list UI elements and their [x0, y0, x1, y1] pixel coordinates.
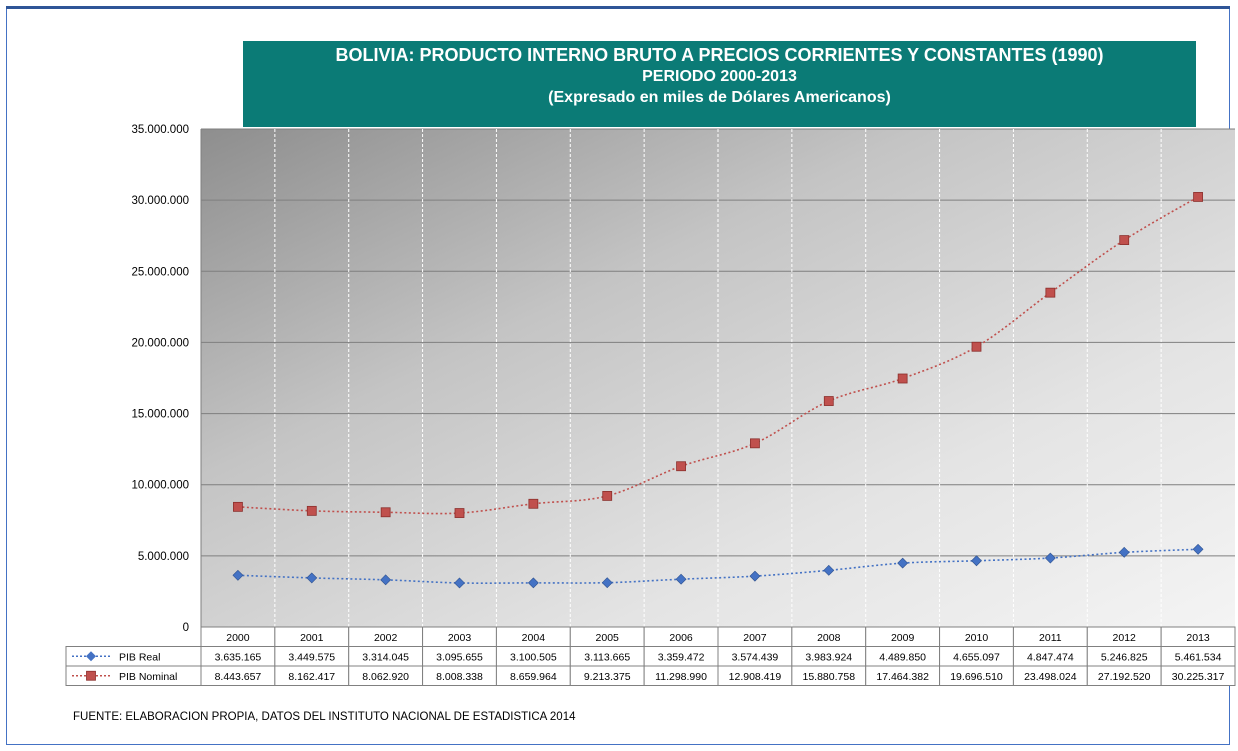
- frame-top-border: [6, 6, 1230, 9]
- legend-marker: [86, 651, 96, 662]
- series-line-pib-real: [237, 548, 1199, 584]
- data-label: 3.359.472: [658, 652, 705, 664]
- x-category-label: 2008: [817, 632, 841, 644]
- point-pib-real: [1044, 552, 1056, 564]
- point-pib-real: [749, 570, 761, 582]
- chart-title-box: BOLIVIA: PRODUCTO INTERNO BRUTO A PRECIO…: [243, 41, 1196, 127]
- data-label: 11.298.990: [655, 671, 707, 683]
- data-label: 5.246.825: [1101, 652, 1148, 664]
- chart-title-line2: PERIODO 2000-2013: [642, 68, 797, 85]
- point-pib-nominal: [233, 501, 243, 512]
- legend-label: PIB Nominal: [119, 671, 177, 683]
- data-label: 15.880.758: [803, 671, 856, 683]
- point-pib-real: [306, 572, 318, 584]
- data-label: 3.095.655: [436, 652, 483, 664]
- point-pib-real: [454, 577, 465, 589]
- x-category-label: 2000: [226, 632, 250, 644]
- x-category-label: 2012: [1113, 632, 1137, 644]
- data-label: 4.655.097: [953, 652, 1000, 664]
- point-pib-nominal: [454, 508, 465, 518]
- x-category-label: 2003: [448, 632, 472, 644]
- table-cell: [1160, 665, 1236, 686]
- point-pib-nominal: [676, 461, 686, 472]
- chart-title-line3: (Expresado en miles de Dólares Americano…: [548, 89, 891, 106]
- data-label: 17.464.382: [876, 671, 929, 683]
- point-pib-real: [527, 577, 539, 589]
- point-pib-nominal: [602, 491, 613, 501]
- data-label: 3.113.665: [584, 652, 630, 664]
- point-pib-real: [601, 577, 613, 589]
- legend-marker: [86, 670, 96, 681]
- data-label: 8.659.964: [510, 671, 557, 683]
- point-pib-real: [897, 557, 909, 569]
- x-category-label: 2010: [965, 632, 989, 644]
- data-label: 3.983.924: [805, 652, 852, 664]
- point-pib-nominal: [897, 373, 908, 384]
- x-category-label: 2002: [374, 632, 398, 644]
- point-pib-nominal: [1119, 235, 1130, 245]
- y-tick-label: 10.000.000: [131, 480, 189, 492]
- data-label: 3.449.575: [288, 652, 335, 664]
- data-label: 8.062.920: [362, 671, 409, 683]
- data-label: 19.696.510: [950, 671, 1003, 683]
- x-category-label: 2009: [891, 632, 915, 644]
- data-label: 23.498.024: [1024, 671, 1077, 683]
- x-category-label: 2011: [1039, 632, 1062, 644]
- point-pib-nominal: [823, 396, 834, 406]
- y-tick-label: 25.000.000: [131, 266, 189, 278]
- data-label: 8.008.338: [436, 671, 483, 683]
- plot-area: [201, 129, 1235, 627]
- data-label: 30.225.317: [1172, 671, 1225, 683]
- chart-title-line1: BOLIVIA: PRODUCTO INTERNO BRUTO A PRECIO…: [335, 45, 1104, 65]
- data-label: 3.314.045: [362, 652, 409, 664]
- point-pib-nominal: [306, 505, 317, 516]
- y-tick-label: 0: [183, 622, 189, 634]
- y-tick-label: 30.000.000: [131, 195, 189, 207]
- legend-label: PIB Real: [119, 652, 160, 664]
- y-tick-label: 5.000.000: [138, 551, 189, 563]
- source-note: FUENTE: ELABORACION PROPIA, DATOS DEL IN…: [73, 711, 576, 723]
- x-category-label: 2005: [596, 632, 620, 644]
- x-category-label: 2013: [1186, 632, 1210, 644]
- data-label: 4.847.474: [1027, 652, 1074, 664]
- x-category-label: 2004: [522, 632, 546, 644]
- x-category-label: 2001: [300, 632, 324, 644]
- data-label: 4.489.850: [879, 652, 926, 664]
- y-tick-label: 15.000.000: [131, 409, 189, 421]
- data-label: 3.635.165: [215, 652, 262, 664]
- data-label: 9.213.375: [584, 671, 631, 683]
- point-pib-real: [232, 569, 244, 581]
- point-pib-nominal: [1193, 192, 1203, 202]
- x-category-label: 2007: [743, 632, 767, 644]
- point-pib-nominal: [528, 498, 539, 509]
- data-label: 8.162.417: [288, 671, 335, 683]
- point-pib-real: [380, 574, 392, 586]
- data-label: 12.908.419: [729, 671, 782, 683]
- point-pib-real: [1118, 546, 1130, 558]
- data-label: 27.192.520: [1098, 671, 1151, 683]
- data-label: 8.443.657: [215, 671, 262, 683]
- point-pib-nominal: [1045, 287, 1056, 298]
- point-pib-real: [1192, 543, 1204, 555]
- point-pib-real: [823, 564, 835, 576]
- point-pib-nominal: [750, 438, 760, 449]
- data-label: 5.461.534: [1175, 652, 1222, 664]
- y-tick-label: 20.000.000: [131, 337, 189, 349]
- point-pib-real: [675, 573, 687, 585]
- series-line-pib-nominal: [237, 196, 1199, 515]
- x-category-label: 2006: [669, 632, 693, 644]
- data-label: 3.100.505: [510, 652, 557, 664]
- point-pib-nominal: [380, 507, 391, 518]
- point-pib-nominal: [971, 341, 982, 352]
- y-tick-label: 35.000.000: [131, 124, 189, 136]
- data-label: 3.574.439: [732, 652, 779, 664]
- point-pib-real: [971, 555, 982, 567]
